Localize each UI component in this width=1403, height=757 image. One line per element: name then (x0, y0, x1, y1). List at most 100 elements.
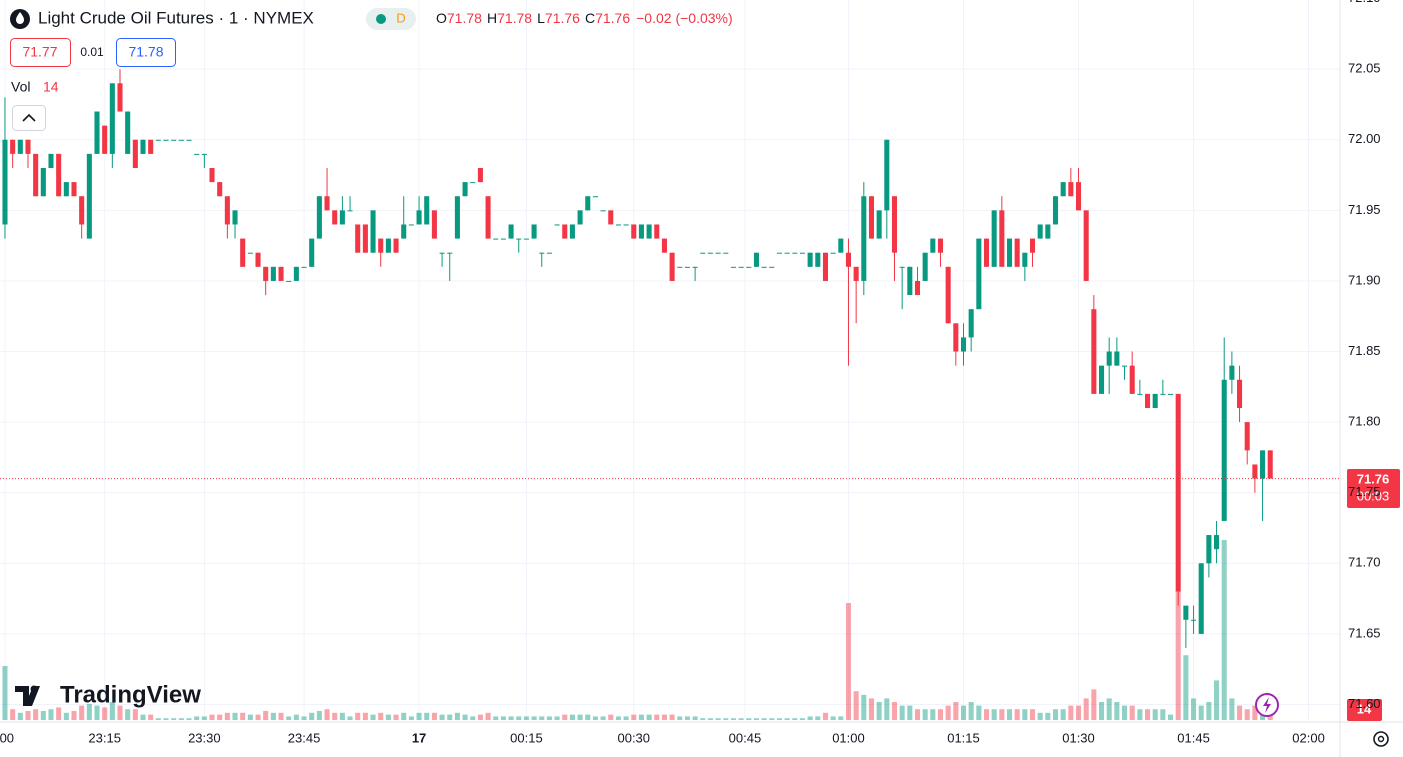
volume-bar (868, 698, 875, 720)
y-tick-label: 71.95 (1348, 202, 1381, 217)
candle-body (255, 252, 261, 267)
volume-bar (109, 702, 115, 720)
candle-body (746, 266, 752, 268)
volume-bar (715, 718, 721, 720)
ohlc-value: 71.76 (595, 10, 630, 26)
candle-body (838, 238, 844, 253)
candle-body (730, 266, 736, 268)
volume-bar (1191, 698, 1197, 720)
volume-bar (393, 714, 399, 720)
collapse-button[interactable] (12, 105, 46, 131)
candle-body (868, 196, 875, 239)
volume-bar (608, 714, 614, 720)
volume-bar (1206, 702, 1212, 720)
drop-icon (16, 12, 24, 24)
candle-body (707, 252, 713, 254)
candle-body (17, 139, 23, 154)
ohlc-value: 71.78 (497, 10, 532, 26)
candle-body (1121, 365, 1128, 367)
volume-bar (945, 705, 951, 720)
candle-body (1037, 224, 1043, 239)
volume-bar (1183, 655, 1189, 720)
candle-body (194, 153, 200, 155)
candles (0, 69, 1340, 648)
volume-bar (1075, 705, 1082, 720)
volume-bar (937, 709, 944, 720)
volume-bar (155, 718, 161, 720)
candle-body (94, 111, 100, 154)
sell-button[interactable] (10, 38, 71, 67)
volume-bar (960, 705, 967, 720)
ohlc-value: 71.78 (447, 10, 482, 26)
candle-body (792, 252, 798, 254)
volume-bar (638, 714, 644, 720)
brand: TradingView (15, 681, 201, 708)
candle-body (1237, 379, 1243, 408)
volume-bar (485, 712, 491, 720)
candle-body (684, 266, 690, 268)
candle-body (861, 196, 867, 281)
candle-body (983, 238, 990, 267)
volume-bar (309, 712, 315, 720)
candle-body (401, 224, 407, 239)
volume-bar (1267, 714, 1273, 720)
settings-icon (1377, 735, 1385, 743)
volume-bar (362, 712, 368, 720)
buy-button[interactable] (116, 38, 176, 67)
candle-body (830, 252, 836, 254)
volume-bar (1106, 698, 1112, 720)
candle-body (56, 153, 62, 197)
settings-button[interactable] (1373, 731, 1389, 747)
candle-body (163, 139, 169, 141)
volume-bar (953, 702, 959, 720)
candle-body (1160, 393, 1166, 395)
volume-bar (1137, 709, 1143, 720)
candle-body (615, 224, 621, 226)
candle-body (332, 210, 338, 225)
candle-body (1098, 365, 1105, 394)
volume-bar (79, 705, 85, 720)
candle-body (1145, 393, 1151, 408)
volume-bar (286, 716, 292, 720)
volume-bar (838, 716, 844, 720)
candle-body (1014, 238, 1020, 267)
x-tick-label: 01:30 (1062, 730, 1095, 745)
y-tick-label: 72.10 (1348, 0, 1381, 5)
candle-body (232, 210, 238, 225)
candle-body (592, 196, 598, 198)
volume-bar (508, 716, 514, 720)
volume-bar (40, 711, 46, 720)
volume-bar (546, 716, 552, 720)
volume-bar (930, 709, 936, 720)
volume-bar (255, 714, 261, 720)
candle-body (240, 238, 246, 267)
candle-body (416, 210, 422, 225)
countdown: 00:03 (1357, 488, 1390, 503)
candle-body (899, 266, 905, 268)
volume-bar (17, 712, 23, 720)
volume-bar (577, 714, 583, 720)
candle-body (347, 210, 353, 212)
volume-bar (631, 714, 637, 720)
candle-body (845, 252, 852, 267)
candle-body (999, 210, 1005, 267)
candle-body (761, 266, 767, 268)
volume-bar (240, 712, 246, 720)
y-tick-label: 71.85 (1348, 343, 1381, 358)
volume-bar (1168, 714, 1174, 720)
candle-body (63, 182, 69, 197)
candle-body (408, 224, 414, 226)
candle-body (1129, 365, 1135, 394)
volume-bar (700, 718, 706, 720)
volume-bar (293, 714, 299, 720)
volume-bar (1229, 698, 1235, 720)
volume-bar (646, 714, 652, 720)
volume-bar (899, 705, 905, 720)
volume-bar (539, 716, 545, 720)
volume-bar (562, 714, 568, 720)
candle-body (1137, 393, 1143, 395)
ohlc-label: L (537, 10, 545, 26)
volume-bar (861, 694, 867, 720)
y-tick-label: 71.65 (1348, 625, 1381, 640)
status-badge[interactable] (366, 8, 416, 30)
